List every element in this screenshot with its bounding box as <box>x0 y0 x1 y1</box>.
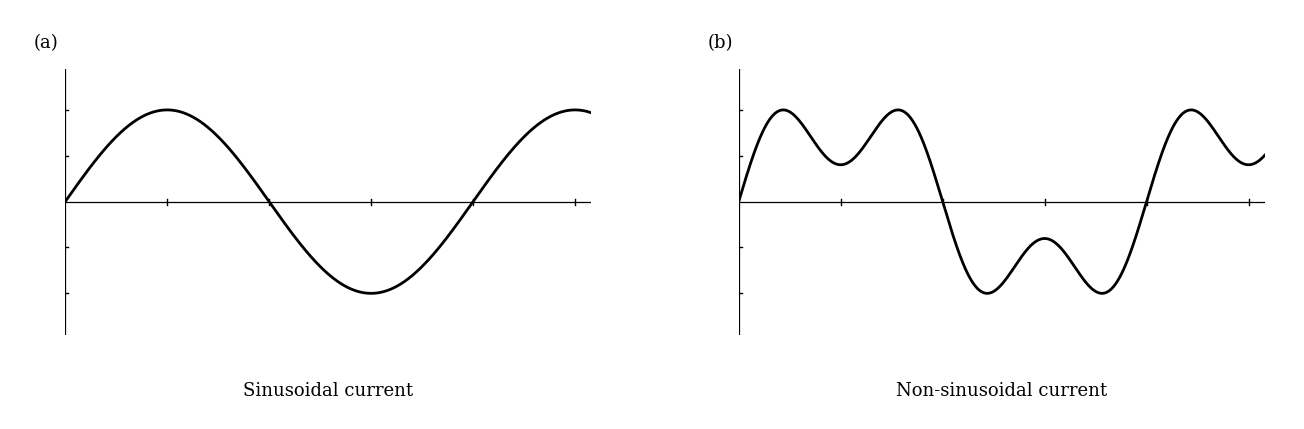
Text: Non-sinusoidal current: Non-sinusoidal current <box>896 383 1107 401</box>
Text: (b): (b) <box>707 34 733 52</box>
Text: Sinusoidal current: Sinusoidal current <box>244 383 413 401</box>
Text: (a): (a) <box>34 34 59 52</box>
